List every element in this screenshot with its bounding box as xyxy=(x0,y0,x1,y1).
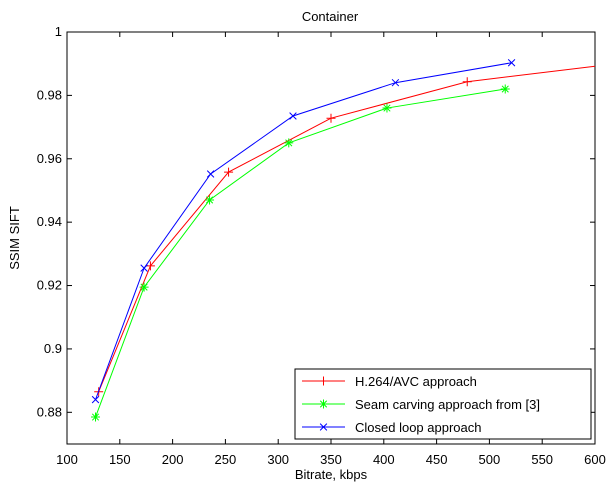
data-point xyxy=(319,423,328,431)
x-tick-label: 350 xyxy=(320,452,342,467)
x-tick-label: 500 xyxy=(479,452,501,467)
x-tick-label: 550 xyxy=(531,452,553,467)
series-1 xyxy=(91,84,510,422)
x-tick-label: 300 xyxy=(267,452,289,467)
legend-label: Closed loop approach xyxy=(355,420,481,435)
data-point xyxy=(500,84,510,94)
data-point xyxy=(391,78,400,87)
x-tick-label: 600 xyxy=(584,452,606,467)
series-line xyxy=(95,88,506,418)
y-tick-label: 0.94 xyxy=(37,214,62,229)
data-point xyxy=(140,264,148,272)
chart-title: Container xyxy=(302,9,359,24)
y-tick-label: 0.88 xyxy=(37,404,62,419)
data-point xyxy=(382,103,392,113)
data-point xyxy=(284,138,294,148)
x-tick-label: 250 xyxy=(215,452,237,467)
x-tick-label: 100 xyxy=(56,452,78,467)
y-axis-label: SSIM SIFT xyxy=(7,206,22,270)
y-axis: 0.88 0.9 0.92 0.94 0.96 0.98 1 xyxy=(37,24,595,419)
data-point xyxy=(205,195,215,205)
legend-item: H.264/AVC approach xyxy=(302,374,477,389)
y-tick-label: 0.96 xyxy=(37,151,62,166)
x-tick-label: 400 xyxy=(373,452,395,467)
x-axis-label: Bitrate, kbps xyxy=(295,467,368,482)
x-tick-label: 450 xyxy=(426,452,448,467)
data-point xyxy=(206,170,215,178)
legend-label: Seam carving approach from [3] xyxy=(355,397,540,412)
y-tick-label: 1 xyxy=(55,24,62,39)
series-line xyxy=(95,62,512,400)
y-tick-label: 0.9 xyxy=(44,341,62,356)
data-point xyxy=(224,167,234,177)
legend: H.264/AVC approach Seam carving approach … xyxy=(294,368,592,440)
data-point xyxy=(91,412,101,422)
x-axis: 100 150 200 250 300 350 400 450 500 550 600 xyxy=(56,32,606,467)
legend-item: Closed loop approach xyxy=(302,420,481,435)
x-tick-label: 200 xyxy=(162,452,184,467)
data-point xyxy=(91,395,100,404)
data-point xyxy=(462,77,472,87)
x-tick-label: 150 xyxy=(109,452,131,467)
data-point xyxy=(319,376,328,386)
y-tick-label: 0.98 xyxy=(37,87,62,102)
series-2 xyxy=(91,59,516,404)
series-layer xyxy=(91,59,596,422)
y-tick-label: 0.92 xyxy=(37,278,62,293)
data-point xyxy=(289,112,297,120)
data-point xyxy=(145,261,155,271)
data-point xyxy=(319,399,328,409)
legend-item: Seam carving approach from [3] xyxy=(302,397,540,412)
data-point xyxy=(507,59,516,67)
data-point xyxy=(139,282,149,292)
legend-label: H.264/AVC approach xyxy=(355,374,477,389)
data-point xyxy=(326,113,336,123)
